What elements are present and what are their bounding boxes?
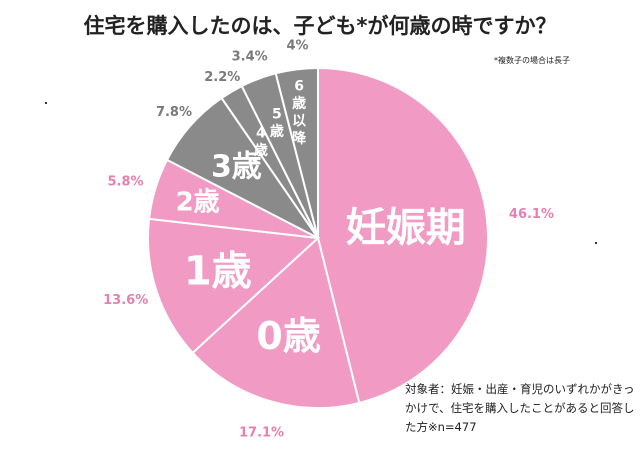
pie-slice (317, 66, 490, 405)
slice-value-label: 3.4% (232, 49, 268, 64)
pie-slice (274, 66, 319, 239)
slice-value-label: 17.1% (239, 426, 284, 441)
footnote: 対象者：妊娠・出産・育児のいずれかがきっかけで、住宅を購入したことがあると回答し… (405, 382, 635, 434)
slice-label: 0歳 (256, 314, 320, 358)
slice-value-label: 5.8% (107, 175, 143, 190)
slice-value-label: 7.8% (156, 105, 192, 120)
slice-label: 妊娠期 (346, 205, 466, 251)
slice-label: 1歳 (184, 249, 252, 295)
slice-value-label: 4% (287, 39, 309, 54)
slice-label: 6 歳以降 (292, 79, 307, 148)
pie-slice (191, 236, 361, 409)
slice-label: 3歳 (211, 150, 262, 185)
slice-value-label: 2.2% (204, 70, 240, 85)
chart-title: 住宅を購入したのは、子ども*が何歳の時ですか？ (83, 14, 557, 38)
slice-value-label: 46.1% (509, 207, 554, 222)
stray-dot (45, 102, 47, 104)
pie-slice (147, 217, 321, 355)
slice-label: 2歳 (176, 187, 220, 217)
chart-note: *複数子の場合は長子 (494, 56, 570, 65)
stray-dot (595, 242, 597, 244)
slice-value-label: 13.6% (103, 293, 148, 308)
